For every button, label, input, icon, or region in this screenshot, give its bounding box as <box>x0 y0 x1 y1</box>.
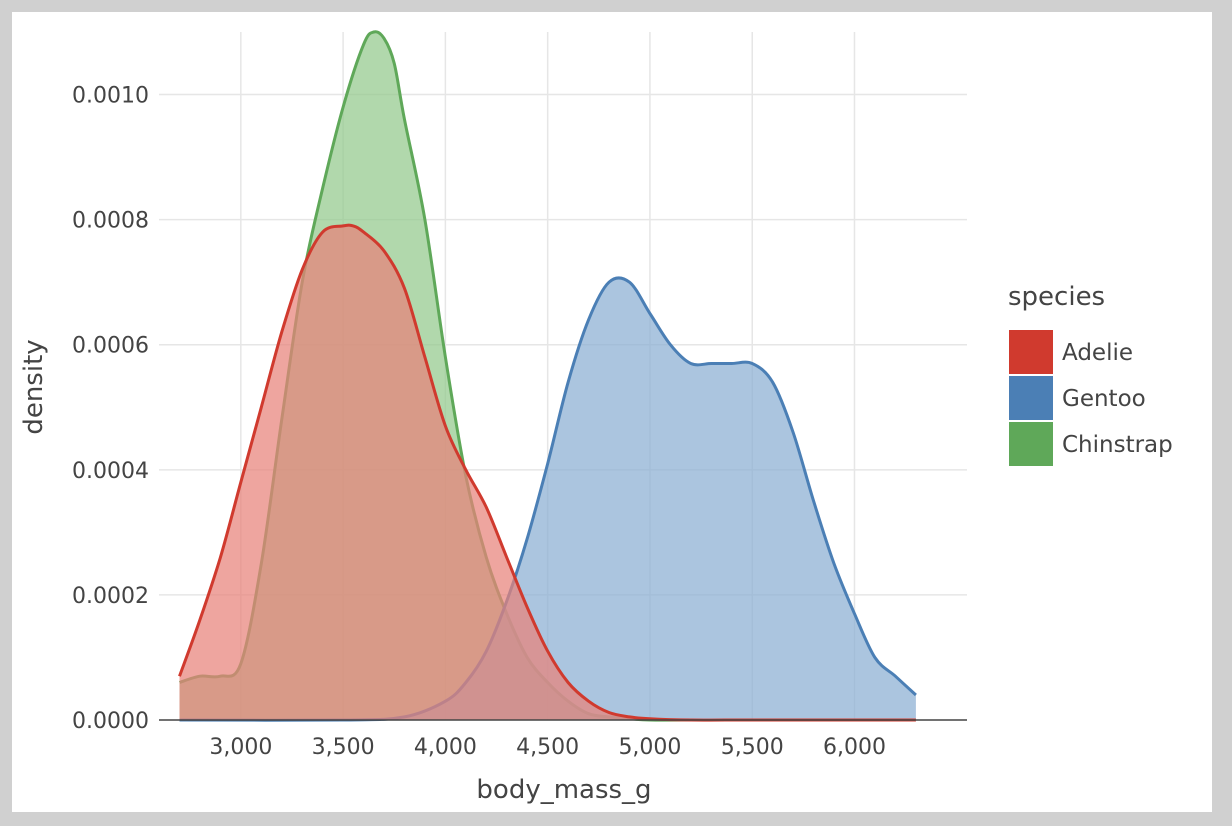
y-tick-label: 0.0000 <box>72 709 149 734</box>
density-area-gentoo <box>179 277 916 721</box>
y-tick-label: 0.0004 <box>72 459 149 484</box>
x-tick-label: 4,500 <box>516 735 579 760</box>
y-tick-label: 0.0008 <box>72 209 149 234</box>
legend-label-adelie: Adelie <box>1062 340 1133 366</box>
legend-swatch-gentoo <box>1009 376 1053 420</box>
x-tick-label: 4,000 <box>414 735 477 760</box>
legend-label-gentoo: Gentoo <box>1062 386 1146 412</box>
chart-frame: 3,000 3,500 4,000 4,500 5,000 5,500 6,000 0.000… <box>12 12 1212 812</box>
legend-swatch-chinstrap <box>1009 422 1053 466</box>
x-tick-label: 3,500 <box>312 735 375 760</box>
x-axis-title: body_mass_g <box>476 775 651 805</box>
density-area-adelie <box>179 225 916 721</box>
x-tick-label: 5,500 <box>721 735 784 760</box>
density-chart: 3,000 3,500 4,000 4,500 5,000 5,500 6,000 0.000… <box>19 30 1173 805</box>
x-tick-label: 6,000 <box>823 735 886 760</box>
y-tick-label: 0.0010 <box>72 84 149 109</box>
x-tick-label: 5,000 <box>618 735 681 760</box>
density-series <box>178 30 917 722</box>
legend-swatch-adelie <box>1009 330 1053 374</box>
y-tick-label: 0.0006 <box>72 334 149 359</box>
legend-label-chinstrap: Chinstrap <box>1062 432 1173 458</box>
legend: species Adelie Gentoo Chinstrap <box>1008 282 1173 466</box>
axes: 3,000 3,500 4,000 4,500 5,000 5,500 6,000 0.000… <box>72 84 967 760</box>
x-tick-label: 3,000 <box>209 735 272 760</box>
legend-title: species <box>1008 282 1105 312</box>
y-axis-title: density <box>19 339 49 434</box>
density-line-adelie <box>178 223 916 722</box>
y-tick-label: 0.0002 <box>72 584 149 609</box>
